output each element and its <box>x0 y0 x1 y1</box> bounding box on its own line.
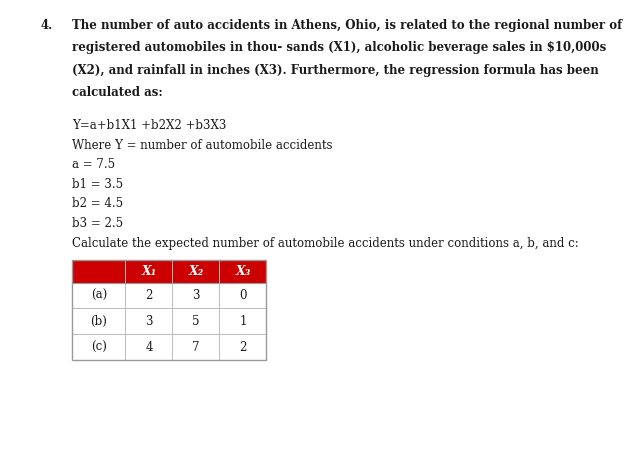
Text: X₃: X₃ <box>235 265 251 278</box>
Text: registered automobiles in thou- sands (X1), alcoholic beverage sales in $10,000s: registered automobiles in thou- sands (X… <box>72 41 606 54</box>
Text: 2: 2 <box>145 289 152 302</box>
Text: X₂: X₂ <box>188 265 204 278</box>
Text: Y=a+b1X1 +b2X2 +b3X3: Y=a+b1X1 +b2X2 +b3X3 <box>72 119 226 132</box>
Text: 0: 0 <box>240 289 246 302</box>
Text: (c): (c) <box>91 341 107 353</box>
Text: The number of auto accidents in Athens, Ohio, is related to the regional number : The number of auto accidents in Athens, … <box>72 19 623 32</box>
Text: X₁: X₁ <box>141 265 157 278</box>
Text: 2: 2 <box>240 341 246 353</box>
Text: a = 7.5: a = 7.5 <box>72 158 115 171</box>
Text: 1: 1 <box>240 315 246 328</box>
Text: (X2), and rainfall in inches (X3). Furthermore, the regression formula has been: (X2), and rainfall in inches (X3). Furth… <box>72 64 599 77</box>
Text: Calculate the expected number of automobile accidents under conditions a, b, and: Calculate the expected number of automob… <box>72 237 579 250</box>
Bar <box>72 283 266 308</box>
Text: (b): (b) <box>90 315 107 328</box>
Text: b2 = 4.5: b2 = 4.5 <box>72 197 124 211</box>
Text: 4.: 4. <box>41 19 53 32</box>
Text: calculated as:: calculated as: <box>72 86 163 99</box>
Text: 3: 3 <box>192 289 199 302</box>
Bar <box>72 260 266 283</box>
Text: b3 = 2.5: b3 = 2.5 <box>72 217 124 230</box>
Text: (a): (a) <box>91 289 107 302</box>
Bar <box>72 334 266 360</box>
Text: b1 = 3.5: b1 = 3.5 <box>72 178 124 191</box>
Text: 5: 5 <box>192 315 199 328</box>
Text: 7: 7 <box>192 341 199 353</box>
Bar <box>72 308 266 334</box>
Text: 3: 3 <box>145 315 152 328</box>
Text: 4: 4 <box>145 341 152 353</box>
Bar <box>72 260 266 360</box>
Text: Where Y = number of automobile accidents: Where Y = number of automobile accidents <box>72 139 332 152</box>
